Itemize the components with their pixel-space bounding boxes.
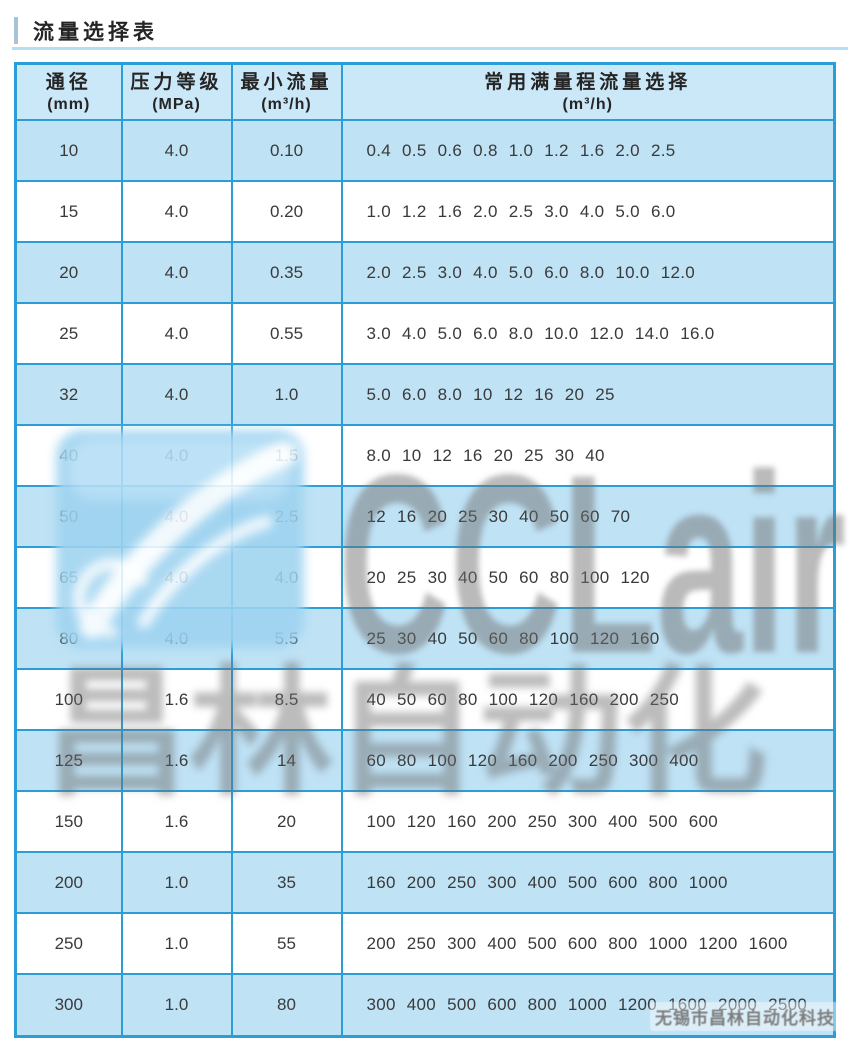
cell-mpa: 1.6	[120, 729, 233, 792]
cell-dn: 150	[14, 790, 123, 853]
cell-min: 0.55	[230, 302, 343, 365]
cell-mpa: 1.6	[120, 668, 233, 731]
cell-range: 5.0 6.0 8.0 10 12 16 20 25	[340, 363, 836, 426]
table-row-dn-40: 40 4.0 1.5 8.0 10 12 16 20 25 30 40	[14, 424, 836, 487]
cell-min: 20	[230, 790, 343, 853]
cell-mpa: 4.0	[120, 546, 233, 609]
header-row: 通径 (mm) 压力等级 (MPa) 最小流量 (m³/h) 常用满量程流量选择 (m³/h)	[14, 62, 836, 121]
cell-range: 3.0 4.0 5.0 6.0 8.0 10.0 12.0 14.0 16.0	[340, 302, 836, 365]
cell-dn: 250	[14, 912, 123, 975]
cell-mpa: 4.0	[120, 180, 233, 243]
title-block: 流量选择表	[14, 16, 158, 46]
cell-range: 40 50 60 80 100 120 160 200 250	[340, 668, 836, 731]
cell-range: 12 16 20 25 30 40 50 60 70	[340, 485, 836, 548]
cell-dn: 25	[14, 302, 123, 365]
table-row-dn-300: 300 1.0 80 300 400 500 600 800 1000 1200 16…	[14, 973, 836, 1038]
cell-dn: 15	[14, 180, 123, 243]
column-header-min: 最小流量 (m³/h)	[230, 62, 343, 121]
flow-selection-table: 通径 (mm) 压力等级 (MPa) 最小流量 (m³/h) 常用满量程流量选择 (m³/h)…	[14, 62, 836, 1038]
cell-dn: 200	[14, 851, 123, 914]
page-title: 流量选择表	[33, 21, 158, 44]
table-row-dn-125: 125 1.6 14 60 80 100 120 160 200 250 300 40…	[14, 729, 836, 792]
cell-range: 8.0 10 12 16 20 25 30 40	[340, 424, 836, 487]
table-body: 10 4.0 0.10 0.4 0.5 0.6 0.8 1.0 1.2 1.6 2.0…	[14, 119, 836, 1038]
cell-mpa: 1.0	[120, 851, 233, 914]
cell-dn: 32	[14, 363, 123, 426]
cell-range: 200 250 300 400 500 600 800 1000 1200 16…	[340, 912, 836, 975]
cell-range: 160 200 250 300 400 500 600 800 1000	[340, 851, 836, 914]
cell-mpa: 4.0	[120, 485, 233, 548]
cell-min: 1.0	[230, 363, 343, 426]
cell-min: 2.5	[230, 485, 343, 548]
cell-mpa: 4.0	[120, 119, 233, 182]
column-header-label: 通径	[45, 71, 92, 93]
table-row-dn-65: 65 4.0 4.0 20 25 30 40 50 60 80 100 120	[14, 546, 836, 609]
title-accent-bar	[14, 17, 18, 44]
cell-min: 0.20	[230, 180, 343, 243]
cell-dn: 125	[14, 729, 123, 792]
table-row-dn-200: 200 1.0 35 160 200 250 300 400 500 600 800 …	[14, 851, 836, 914]
cell-range: 0.4 0.5 0.6 0.8 1.0 1.2 1.6 2.0 2.5	[340, 119, 836, 182]
table-row-dn-32: 32 4.0 1.0 5.0 6.0 8.0 10 12 16 20 25	[14, 363, 836, 426]
column-header-label: 压力等级	[130, 71, 223, 93]
cell-dn: 80	[14, 607, 123, 670]
cell-min: 1.5	[230, 424, 343, 487]
table-header: 通径 (mm) 压力等级 (MPa) 最小流量 (m³/h) 常用满量程流量选择 (m³/h)	[14, 62, 836, 121]
cell-range: 100 120 160 200 250 300 400 500 600	[340, 790, 836, 853]
column-header-unit: (m³/h)	[562, 95, 613, 113]
column-header-unit: (MPa)	[152, 95, 201, 113]
cell-mpa: 1.6	[120, 790, 233, 853]
cell-dn: 300	[14, 973, 123, 1038]
cell-range: 300 400 500 600 800 1000 1200 1600 2000 …	[340, 973, 836, 1038]
table-row-dn-50: 50 4.0 2.5 12 16 20 25 30 40 50 60 70	[14, 485, 836, 548]
column-header-mpa: 压力等级 (MPa)	[120, 62, 233, 121]
cell-mpa: 4.0	[120, 363, 233, 426]
cell-mpa: 1.0	[120, 912, 233, 975]
table-row-dn-250: 250 1.0 55 200 250 300 400 500 600 800 1000…	[14, 912, 836, 975]
cell-mpa: 4.0	[120, 241, 233, 304]
cell-min: 55	[230, 912, 343, 975]
cell-mpa: 1.0	[120, 973, 233, 1038]
cell-min: 8.5	[230, 668, 343, 731]
cell-dn: 100	[14, 668, 123, 731]
table-row-dn-25: 25 4.0 0.55 3.0 4.0 5.0 6.0 8.0 10.0 12.0 1…	[14, 302, 836, 365]
column-header-label: 常用满量程流量选择	[484, 71, 692, 93]
table-row-dn-20: 20 4.0 0.35 2.0 2.5 3.0 4.0 5.0 6.0 8.0 10.…	[14, 241, 836, 304]
cell-min: 5.5	[230, 607, 343, 670]
cell-min: 80	[230, 973, 343, 1038]
table-row-dn-10: 10 4.0 0.10 0.4 0.5 0.6 0.8 1.0 1.2 1.6 2.0…	[14, 119, 836, 182]
cell-range: 1.0 1.2 1.6 2.0 2.5 3.0 4.0 5.0 6.0	[340, 180, 836, 243]
column-header-dn: 通径 (mm)	[14, 62, 123, 121]
cell-dn: 65	[14, 546, 123, 609]
table-row-dn-80: 80 4.0 5.5 25 30 40 50 60 80 100 120 160	[14, 607, 836, 670]
title-underline	[12, 47, 848, 50]
column-header-unit: (m³/h)	[261, 95, 312, 113]
cell-min: 35	[230, 851, 343, 914]
cell-mpa: 4.0	[120, 302, 233, 365]
cell-range: 25 30 40 50 60 80 100 120 160	[340, 607, 836, 670]
cell-range: 20 25 30 40 50 60 80 100 120	[340, 546, 836, 609]
column-header-label: 最小流量	[240, 71, 333, 93]
cell-range: 60 80 100 120 160 200 250 300 400	[340, 729, 836, 792]
cell-dn: 20	[14, 241, 123, 304]
cell-min: 0.35	[230, 241, 343, 304]
column-header-range: 常用满量程流量选择 (m³/h)	[340, 62, 836, 121]
cell-min: 0.10	[230, 119, 343, 182]
cell-mpa: 4.0	[120, 424, 233, 487]
table-row-dn-150: 150 1.6 20 100 120 160 200 250 300 400 500 …	[14, 790, 836, 853]
cell-mpa: 4.0	[120, 607, 233, 670]
table-row-dn-15: 15 4.0 0.20 1.0 1.2 1.6 2.0 2.5 3.0 4.0 5.0…	[14, 180, 836, 243]
cell-range: 2.0 2.5 3.0 4.0 5.0 6.0 8.0 10.0 12.0	[340, 241, 836, 304]
cell-min: 4.0	[230, 546, 343, 609]
table-row-dn-100: 100 1.6 8.5 40 50 60 80 100 120 160 200 250	[14, 668, 836, 731]
cell-dn: 10	[14, 119, 123, 182]
cell-dn: 40	[14, 424, 123, 487]
column-header-unit: (mm)	[47, 95, 91, 113]
cell-dn: 50	[14, 485, 123, 548]
cell-min: 14	[230, 729, 343, 792]
